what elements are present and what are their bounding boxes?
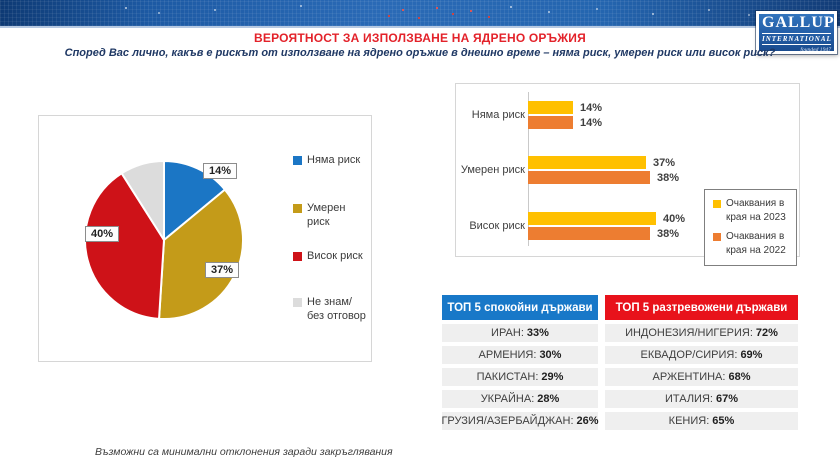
country-label: ПАКИСТАН: xyxy=(476,371,539,383)
bar xyxy=(528,101,573,114)
bar-row: 14% xyxy=(528,101,602,114)
page-title: ВЕРОЯТНОСТ ЗА ИЗПОЛЗВАНЕ НА ЯДРЕНО ОРЪЖИ… xyxy=(254,31,586,45)
gallup-logo: GALLUP INTERNATIONAL founded 1947 xyxy=(755,10,838,55)
country-label: УКРАЙНА: xyxy=(480,393,535,405)
bar-value-label: 14% xyxy=(580,101,603,114)
country-label: АРМЕНИЯ: xyxy=(478,349,537,361)
table-row: ГРУЗИЯ/АЗЕРБАЙДЖАН: 26% xyxy=(441,412,599,430)
table-calm-countries: ТОП 5 спокойни държави ИРАН: 33% АРМЕНИЯ: 30… xyxy=(441,295,599,430)
bar-legend-item: Очаквания в края на 2022 xyxy=(713,230,790,257)
bar-value-label: 37% xyxy=(653,156,676,169)
bar-value-label: 40% xyxy=(663,212,686,225)
page-subtitle: Според Вас лично, какъв е рискът от изпо… xyxy=(64,47,776,59)
bar-pair: 40% 38% xyxy=(528,212,685,240)
table-header: ТОП 5 спокойни държави xyxy=(442,295,598,320)
bar-pair: 37% 38% xyxy=(528,156,679,184)
country-value: 29% xyxy=(541,371,564,383)
table-row: УКРАЙНА: 28% xyxy=(442,390,598,408)
bar-group: Висок риск 40% 38% xyxy=(456,212,685,240)
risk-pie-chart xyxy=(84,159,244,320)
table-worried-countries: ТОП 5 разтревожени държави ИНДОНЕЗИЯ/НИГЕ… xyxy=(605,295,798,430)
country-value: 33% xyxy=(526,327,549,339)
table-header: ТОП 5 разтревожени държави xyxy=(605,295,798,320)
country-label: ЕКВАДОР/СИРИЯ: xyxy=(640,349,738,361)
bar-pair: 14% 14% xyxy=(528,101,602,129)
gallup-logo-international: INTERNATIONAL xyxy=(762,32,832,45)
country-value: 69% xyxy=(740,349,763,361)
legend-label: Очаквания в края на 2022 xyxy=(726,231,786,256)
legend-swatch xyxy=(293,156,302,165)
country-label: АРЖЕНТИНА: xyxy=(652,371,726,383)
bar xyxy=(528,227,650,240)
pie-legend-item: Не знам/без отговор xyxy=(293,296,369,324)
country-value: 72% xyxy=(755,327,778,339)
country-value: 28% xyxy=(537,393,560,405)
bar-row: 14% xyxy=(528,116,602,129)
bar-value-label: 14% xyxy=(580,116,603,129)
country-label: ИНДОНЕЗИЯ/НИГЕРИЯ: xyxy=(625,327,753,339)
bar-chart-axis xyxy=(528,92,529,246)
pie-value-label: 37% xyxy=(205,262,240,278)
pie-value-label: 40% xyxy=(85,226,120,242)
bar-row: 38% xyxy=(528,171,679,184)
bar xyxy=(528,212,656,225)
pie-chart-card: 14% 37% 40% Няма риск Умерен риск Висок ри… xyxy=(38,115,372,362)
pie-slice xyxy=(163,159,227,243)
bar-row: 38% xyxy=(528,227,685,240)
table-row: КЕНИЯ: 65% xyxy=(605,412,798,430)
country-label: ГРУЗИЯ/АЗЕРБАЙДЖАН: xyxy=(441,415,574,427)
pie-legend-item: Висок риск xyxy=(293,250,369,264)
gallup-logo-wordmark: GALLUP xyxy=(762,14,835,31)
bar-legend-item: Очаквания в края на 2023 xyxy=(713,197,790,224)
bar-chart-card: Няма риск 14% 14% Умерен риск 37% 38% Висок ри… xyxy=(455,83,800,266)
table-row: ИТАЛИЯ: 67% xyxy=(605,390,798,408)
bar-value-label: 38% xyxy=(657,227,680,240)
bar-category-label: Висок риск xyxy=(469,220,525,232)
legend-swatch xyxy=(713,233,721,241)
country-label: КЕНИЯ: xyxy=(668,415,710,427)
legend-label: Не знам/без отговор xyxy=(307,296,366,322)
table-row: ИРАН: 33% xyxy=(442,324,598,342)
bar-legend: Очаквания в края на 2023 Очаквания в края… xyxy=(704,189,797,266)
table-row: АРЖЕНТИНА: 68% xyxy=(605,368,798,386)
country-value: 68% xyxy=(728,371,751,383)
country-label: ИРАН: xyxy=(491,327,524,339)
top-banner xyxy=(0,0,840,28)
bar xyxy=(528,156,646,169)
legend-swatch xyxy=(293,252,302,261)
bar-category-label: Няма риск xyxy=(471,109,525,121)
country-value: 30% xyxy=(539,349,562,361)
bar xyxy=(528,171,650,184)
table-row: ПАКИСТАН: 29% xyxy=(442,368,598,386)
legend-label: Умерен риск xyxy=(307,202,346,228)
bar xyxy=(528,116,573,129)
legend-label: Очаквания в края на 2023 xyxy=(726,198,786,223)
bar-value-label: 38% xyxy=(657,171,680,184)
table-row: ЕКВАДОР/СИРИЯ: 69% xyxy=(605,346,798,364)
legend-swatch xyxy=(713,200,721,208)
table-row: ИНДОНЕЗИЯ/НИГЕРИЯ: 72% xyxy=(605,324,798,342)
legend-label: Няма риск xyxy=(307,154,361,166)
country-value: 65% xyxy=(712,415,735,427)
top5-tables: ТОП 5 спокойни държави ИРАН: 33% АРМЕНИЯ: 30… xyxy=(441,295,798,430)
gallup-logo-founded: founded 1947 xyxy=(800,45,831,53)
pie-slice xyxy=(120,159,165,244)
banner-pattern xyxy=(0,0,2,2)
legend-label: Висок риск xyxy=(307,250,363,262)
legend-swatch xyxy=(293,204,302,213)
pie-legend-item: Умерен риск xyxy=(293,202,369,230)
table-row: АРМЕНИЯ: 30% xyxy=(442,346,598,364)
footnote: Възможни са минимални отклонения заради … xyxy=(95,446,393,458)
country-label: ИТАЛИЯ: xyxy=(665,393,713,405)
bar-group: Умерен риск 37% 38% xyxy=(456,156,679,184)
bar-category-label: Умерен риск xyxy=(460,164,525,176)
pie-value-label: 14% xyxy=(203,163,238,179)
bar-row: 37% xyxy=(528,156,679,169)
legend-swatch xyxy=(293,298,302,307)
country-value: 67% xyxy=(715,393,738,405)
country-value: 26% xyxy=(576,415,599,427)
bar-group: Няма риск 14% 14% xyxy=(456,101,602,129)
pie-legend-item: Няма риск xyxy=(293,154,369,168)
bar-row: 40% xyxy=(528,212,685,225)
